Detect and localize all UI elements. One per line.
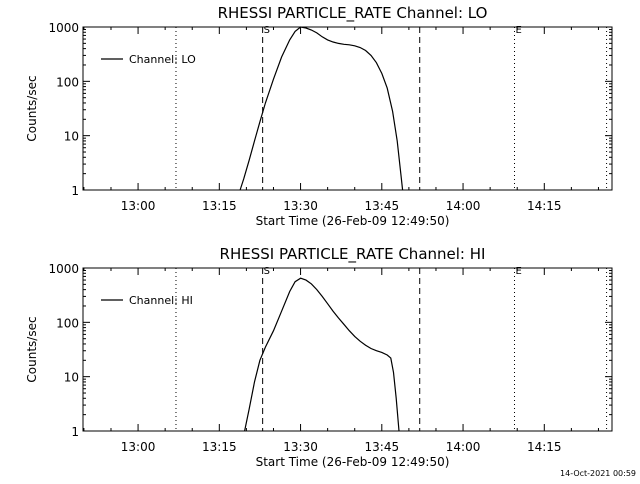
y-tick-label: 100 xyxy=(56,316,79,330)
marker-label: E xyxy=(516,25,522,36)
y-axis-label: Counts/sec xyxy=(25,75,39,141)
x-tick-label: 13:45 xyxy=(365,440,400,454)
marker-label: E xyxy=(516,266,522,277)
x-tick-label: 14:15 xyxy=(527,199,562,213)
legend-entry: Channel: LO xyxy=(129,53,196,66)
y-tick-label: 10 xyxy=(64,371,79,385)
x-tick-label: 13:15 xyxy=(202,199,237,213)
x-axis-label: Start Time (26-Feb-09 12:49:50) xyxy=(256,214,450,228)
marker-label: S xyxy=(264,266,270,277)
y-tick-label: 1000 xyxy=(48,21,79,35)
x-tick-label: 14:00 xyxy=(446,199,481,213)
marker-label: S xyxy=(264,25,270,36)
x-tick-label: 13:30 xyxy=(283,199,318,213)
x-tick-label: 13:00 xyxy=(121,199,156,213)
y-axis-label: Counts/sec xyxy=(25,316,39,382)
y-tick-label: 1000 xyxy=(48,262,79,276)
x-tick-label: 13:00 xyxy=(121,440,156,454)
chart-title: RHESSI PARTICLE_RATE Channel: LO xyxy=(218,4,488,23)
y-tick-label: 1 xyxy=(71,425,79,439)
y-tick-label: 1 xyxy=(71,184,79,198)
x-tick-label: 13:45 xyxy=(365,199,400,213)
x-axis-label: Start Time (26-Feb-09 12:49:50) xyxy=(256,455,450,469)
chart-title: RHESSI PARTICLE_RATE Channel: HI xyxy=(220,245,486,264)
legend-entry: Channel: HI xyxy=(129,294,193,307)
timestamp-label: 14-Oct-2021 00:59 xyxy=(560,469,636,478)
x-tick-label: 14:15 xyxy=(527,440,562,454)
y-tick-label: 10 xyxy=(64,130,79,144)
x-tick-label: 14:00 xyxy=(446,440,481,454)
y-tick-label: 100 xyxy=(56,75,79,89)
x-tick-label: 13:30 xyxy=(283,440,318,454)
x-tick-label: 13:15 xyxy=(202,440,237,454)
